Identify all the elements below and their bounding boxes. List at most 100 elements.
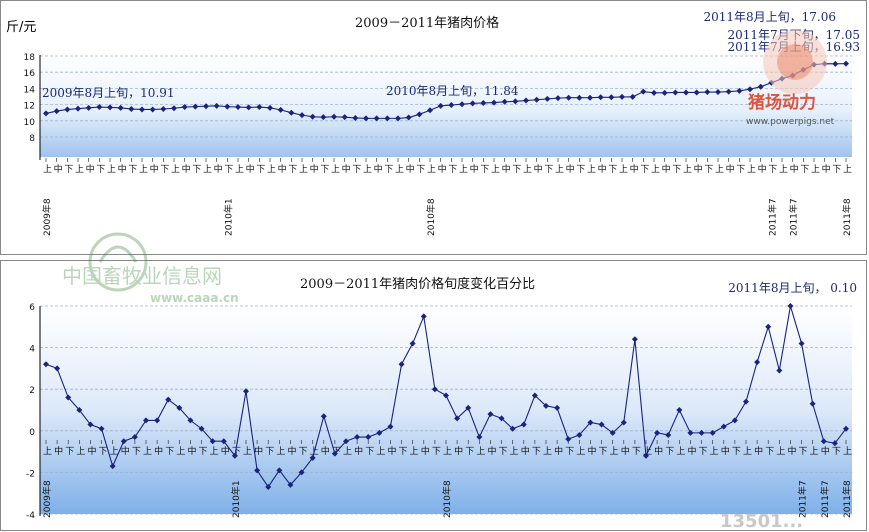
data-point [54,365,61,372]
x-tick-label: 上 [491,164,500,175]
x-tick-label: 上 [843,446,852,457]
data-point [139,106,145,113]
x-tick-label: 上 [331,164,340,175]
data-point [469,100,476,107]
data-point [387,423,394,430]
x-tick-label: 中 [630,163,639,175]
data-point [661,89,668,96]
x-tick-label: 下 [768,165,777,175]
x-tick-label: 中 [354,445,363,457]
x-tick-label: 中 [621,445,630,457]
x-tick-label: 上 [210,446,219,457]
data-point [587,94,593,101]
y-tick-label: 18 [24,53,36,63]
x-tick-label: 上 [710,446,719,457]
x-tick-label: 上 [779,164,788,175]
x-tick-label: 中 [406,163,415,175]
data-point [128,106,135,113]
data-point [597,94,604,101]
data-point [288,109,295,116]
data-point [384,115,391,122]
x-tick-label: 上 [43,446,52,457]
data-point [776,367,783,374]
x-tick-label: 上 [235,164,244,175]
data-point [181,104,188,111]
data-point [224,103,231,110]
x-tick-label: 下 [432,447,441,457]
x-tick-label: 下 [532,447,541,457]
x-tick-label: 下 [320,165,329,175]
x-group-label: 2009年8 [41,198,53,236]
x-tick-label: 上 [376,446,385,457]
x-tick-label: 下 [736,165,745,175]
data-point [743,398,749,405]
data-point [354,434,361,441]
data-point [352,114,359,121]
data-point [533,96,540,103]
x-tick-label: 中 [787,445,796,457]
data-point [405,114,412,121]
x-tick-label: 上 [610,446,619,457]
data-point [709,429,716,436]
x-tick-label: 上 [276,446,285,457]
x-group-label: 2011年7 [788,198,800,236]
x-group-label: 2011年8 [841,480,853,518]
data-point [265,483,272,490]
x-tick-label: 上 [843,164,852,175]
x-tick-label: 下 [565,447,574,457]
data-point [299,112,305,119]
x-tick-label: 下 [832,165,841,175]
x-group-label: 2010年8 [425,198,437,236]
data-point [465,404,472,411]
data-point [820,438,827,445]
grid [40,305,852,515]
data-point [523,97,529,104]
x-tick-label: 下 [416,165,425,175]
data-point [443,392,449,399]
x-tick-label: 上 [176,446,185,457]
x-tick-label: 中 [662,163,671,175]
data-point [629,93,636,100]
x-tick-label: 下 [160,165,169,175]
x-tick-label: 下 [465,447,474,457]
x-tick-label: 上 [75,164,84,175]
data-point [640,88,647,95]
data-point [487,411,494,418]
y-tick-label: 10 [24,118,36,128]
y-tick-label: 8 [29,134,35,144]
x-tick-label: 中 [821,445,830,457]
data-point [459,101,465,108]
x-tick-label: 中 [687,445,696,457]
x-tick-label: 中 [521,445,530,457]
x-tick-label: 下 [608,165,617,175]
data-point [309,113,316,120]
price-chart: 斤/元 2009－2011年猪肉价格 81012141618 上中下上中下上中下… [6,10,860,236]
x-tick-label: 中 [154,445,163,457]
x-group-label: 2010年8 [441,480,453,518]
data-point [715,89,721,96]
x-tick-label: 上 [510,446,519,457]
x-tick-label: 上 [139,164,148,175]
data-point [203,103,209,110]
data-point [757,83,764,90]
x-group-label: 2011年8 [841,198,853,236]
x-tick-label: 下 [765,447,774,457]
x-tick-label: 中 [754,445,763,457]
data-point [832,60,839,67]
x-tick-label: 下 [640,165,649,175]
x-tick-label: 下 [64,165,73,175]
data-point [143,417,149,424]
x-tick-label: 上 [810,446,819,457]
data-point [693,89,700,96]
data-point [160,106,167,113]
x-tick-label: 上 [683,164,692,175]
data-point [543,402,549,409]
x-tick-label: 中 [310,163,319,175]
data-point [787,303,794,309]
data-point [395,115,401,122]
data-point [109,463,116,470]
y-tick-label: -2 [26,469,35,479]
x-tick-label: 下 [265,447,274,457]
x-tick-label: 上 [110,446,119,457]
x-tick-label: 下 [232,447,241,457]
